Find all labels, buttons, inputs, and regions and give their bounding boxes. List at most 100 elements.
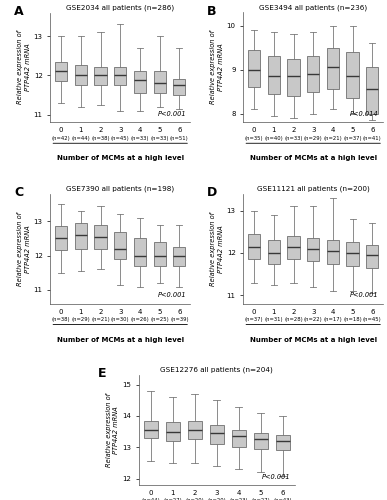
PathPatch shape xyxy=(346,242,359,266)
Text: 6: 6 xyxy=(370,308,375,314)
Text: (n=33): (n=33) xyxy=(131,136,149,140)
Title: GSE2034 all patients (n=286): GSE2034 all patients (n=286) xyxy=(66,4,174,10)
Text: (n=29): (n=29) xyxy=(304,136,323,140)
Text: 1: 1 xyxy=(79,308,83,314)
Text: 0: 0 xyxy=(59,128,63,134)
Text: 3: 3 xyxy=(118,128,122,134)
Text: (n=33): (n=33) xyxy=(284,136,303,140)
PathPatch shape xyxy=(307,56,319,92)
Text: Number of MCMs at a high level: Number of MCMs at a high level xyxy=(250,336,377,342)
Text: 4: 4 xyxy=(331,308,335,314)
Text: 1: 1 xyxy=(272,128,276,134)
Title: GSE11121 all patients (n=200): GSE11121 all patients (n=200) xyxy=(257,186,370,192)
PathPatch shape xyxy=(366,244,378,268)
Text: (n=45): (n=45) xyxy=(111,136,130,140)
Text: 3: 3 xyxy=(311,128,315,134)
Text: Number of MCMs at a high level: Number of MCMs at a high level xyxy=(250,156,377,162)
Text: (n=29): (n=29) xyxy=(72,317,90,322)
Text: 2: 2 xyxy=(192,490,197,496)
Text: A: A xyxy=(14,5,24,18)
PathPatch shape xyxy=(166,422,180,441)
PathPatch shape xyxy=(55,226,67,250)
Text: C: C xyxy=(14,186,23,199)
Text: Number of MCMs at a high level: Number of MCMs at a high level xyxy=(57,156,184,162)
PathPatch shape xyxy=(188,420,202,440)
Text: (n=30): (n=30) xyxy=(111,317,130,322)
Text: (n=38): (n=38) xyxy=(52,317,70,322)
PathPatch shape xyxy=(268,240,280,264)
Text: 0: 0 xyxy=(252,308,256,314)
Text: (n=27): (n=27) xyxy=(251,498,270,500)
Text: 6: 6 xyxy=(370,128,375,134)
Y-axis label: Relative expression of
PTP4A2 mRNA: Relative expression of PTP4A2 mRNA xyxy=(210,212,224,286)
Text: 0: 0 xyxy=(149,490,153,496)
Text: 5: 5 xyxy=(259,490,263,496)
Text: (n=51): (n=51) xyxy=(170,136,189,140)
PathPatch shape xyxy=(55,62,67,81)
Text: (n=43): (n=43) xyxy=(274,498,292,500)
PathPatch shape xyxy=(248,50,260,87)
Text: (n=23): (n=23) xyxy=(229,498,248,500)
Text: Number of MCMs at a high level: Number of MCMs at a high level xyxy=(57,336,184,342)
PathPatch shape xyxy=(114,232,126,259)
Text: 1: 1 xyxy=(170,490,175,496)
Text: (n=33): (n=33) xyxy=(151,136,169,140)
Text: E: E xyxy=(98,368,106,380)
Text: 4: 4 xyxy=(331,128,335,134)
Text: (n=40): (n=40) xyxy=(264,136,283,140)
PathPatch shape xyxy=(232,430,245,448)
PathPatch shape xyxy=(327,240,339,264)
Text: P<0.001: P<0.001 xyxy=(262,474,290,480)
PathPatch shape xyxy=(75,66,87,85)
Text: D: D xyxy=(207,186,217,199)
PathPatch shape xyxy=(276,435,289,450)
PathPatch shape xyxy=(173,247,185,266)
Text: (n=31): (n=31) xyxy=(264,317,283,322)
Text: (n=45): (n=45) xyxy=(363,317,382,322)
PathPatch shape xyxy=(114,68,126,85)
Text: 2: 2 xyxy=(98,308,103,314)
PathPatch shape xyxy=(94,224,107,249)
Text: (n=21): (n=21) xyxy=(91,317,110,322)
Text: (n=20): (n=20) xyxy=(207,498,226,500)
Text: 2: 2 xyxy=(291,128,296,134)
PathPatch shape xyxy=(254,433,267,449)
Text: 3: 3 xyxy=(118,308,122,314)
PathPatch shape xyxy=(288,58,300,96)
PathPatch shape xyxy=(366,68,378,114)
Title: GSE7390 all patients (n=198): GSE7390 all patients (n=198) xyxy=(66,186,174,192)
Text: 5: 5 xyxy=(158,128,162,134)
Text: (n=38): (n=38) xyxy=(91,136,110,140)
Y-axis label: Relative expression of
PTP4A2 mRNA: Relative expression of PTP4A2 mRNA xyxy=(17,30,31,104)
PathPatch shape xyxy=(144,420,158,438)
PathPatch shape xyxy=(134,72,146,93)
Text: P<0.001: P<0.001 xyxy=(158,292,186,298)
Text: 2: 2 xyxy=(291,308,296,314)
Text: 5: 5 xyxy=(158,308,162,314)
Text: (n=39): (n=39) xyxy=(170,317,188,322)
Text: (n=44): (n=44) xyxy=(72,136,90,140)
PathPatch shape xyxy=(346,52,359,98)
Text: (n=37): (n=37) xyxy=(245,317,264,322)
Text: 5: 5 xyxy=(350,308,355,314)
Text: 2: 2 xyxy=(98,128,103,134)
Text: P<0.001: P<0.001 xyxy=(158,111,186,117)
Title: GSE12276 all patients (n=204): GSE12276 all patients (n=204) xyxy=(160,366,273,373)
PathPatch shape xyxy=(248,234,260,260)
Text: (n=44): (n=44) xyxy=(141,498,160,500)
Text: 1: 1 xyxy=(79,128,83,134)
Y-axis label: Relative expression of
PTP4A2 mRNA: Relative expression of PTP4A2 mRNA xyxy=(17,212,31,286)
Text: (n=17): (n=17) xyxy=(324,317,342,322)
Text: 0: 0 xyxy=(59,308,63,314)
PathPatch shape xyxy=(154,242,166,266)
Text: 6: 6 xyxy=(177,128,182,134)
PathPatch shape xyxy=(75,223,87,249)
Text: (n=28): (n=28) xyxy=(284,317,303,322)
Text: 0: 0 xyxy=(252,128,256,134)
Text: 3: 3 xyxy=(311,308,315,314)
Y-axis label: Relative expression of
PTP4A2 mRNA: Relative expression of PTP4A2 mRNA xyxy=(106,393,119,467)
Text: 4: 4 xyxy=(138,128,142,134)
PathPatch shape xyxy=(94,68,107,85)
Text: 4: 4 xyxy=(138,308,142,314)
Text: B: B xyxy=(207,5,216,18)
